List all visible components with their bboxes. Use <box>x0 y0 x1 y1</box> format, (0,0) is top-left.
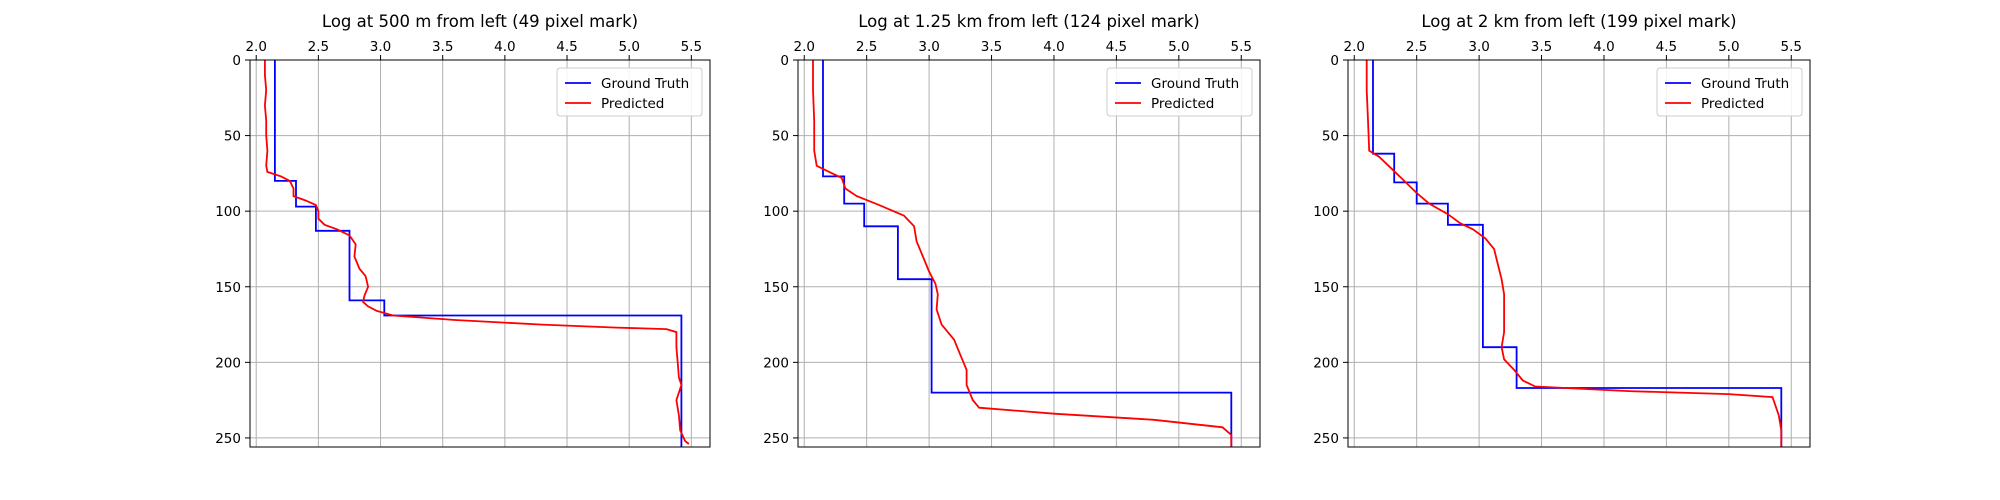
x-tick-label: 4.0 <box>1043 39 1064 55</box>
x-tick-label: 4.5 <box>1656 39 1677 55</box>
chart-panel-1: Log at 500 m from left (49 pixel mark) 2… <box>215 12 711 448</box>
plot-frame <box>797 59 1261 448</box>
legend: Ground Truth Predicted <box>1106 67 1253 117</box>
y-tick-label: 250 <box>763 431 789 447</box>
y-tick-label: 200 <box>1313 355 1339 371</box>
x-tick-label: 4.0 <box>1593 39 1614 55</box>
legend-entry: Ground Truth <box>1701 76 1789 92</box>
x-tick-label: 5.0 <box>1168 39 1189 55</box>
x-tick-label: 3.5 <box>1531 39 1552 55</box>
y-tick-label: 100 <box>1313 204 1339 220</box>
x-tick-label: 3.0 <box>1468 39 1489 55</box>
plot-frame <box>1347 59 1811 448</box>
series-line-ground-truth <box>822 60 1233 447</box>
legend-entry: Ground Truth <box>1151 76 1239 92</box>
x-tick-label: 5.5 <box>1781 39 1802 55</box>
y-tick-label: 150 <box>763 280 789 296</box>
legend: Ground Truth Predicted <box>1656 67 1803 117</box>
legend-entry: Predicted <box>1701 96 1764 112</box>
x-tick-label: 2.0 <box>794 39 815 55</box>
y-tick-label: 150 <box>1313 280 1339 296</box>
series-line-predicted <box>263 60 690 445</box>
x-tick-label: 4.5 <box>1106 39 1127 55</box>
legend-entry: Ground Truth <box>601 76 689 92</box>
x-tick-label: 5.5 <box>681 39 702 55</box>
series-line-ground-truth <box>274 60 683 447</box>
chart-panel-2: Log at 1.25 km from left (124 pixel mark… <box>763 12 1261 448</box>
chart-title: Log at 1.25 km from left (124 pixel mark… <box>858 12 1199 31</box>
y-tick-label: 100 <box>763 204 789 220</box>
x-tick-label: 3.0 <box>370 39 391 55</box>
y-tick-label: 0 <box>232 53 241 69</box>
plot-frame <box>249 59 711 448</box>
y-tick-label: 150 <box>215 280 241 296</box>
y-tick-label: 50 <box>772 129 789 145</box>
series-line-predicted <box>812 60 1233 447</box>
x-tick-label: 5.5 <box>1231 39 1252 55</box>
y-tick-label: 250 <box>1313 431 1339 447</box>
x-tick-label: 3.0 <box>918 39 939 55</box>
x-tick-label: 5.0 <box>618 39 639 55</box>
y-tick-label: 50 <box>1322 129 1339 145</box>
y-tick-label: 50 <box>224 129 241 145</box>
x-tick-label: 2.0 <box>1344 39 1365 55</box>
legend-entry: Predicted <box>1151 96 1214 112</box>
y-tick-label: 200 <box>763 355 789 371</box>
series-line-predicted <box>1365 60 1783 447</box>
y-tick-label: 0 <box>1330 53 1339 69</box>
legend: Ground Truth Predicted <box>556 67 703 117</box>
legend-entry: Predicted <box>601 96 664 112</box>
x-tick-label: 3.5 <box>981 39 1002 55</box>
y-tick-label: 250 <box>215 431 241 447</box>
chart-title: Log at 2 km from left (199 pixel mark) <box>1421 12 1736 31</box>
y-tick-label: 0 <box>780 53 789 69</box>
x-tick-label: 2.5 <box>308 39 329 55</box>
x-tick-label: 4.0 <box>494 39 515 55</box>
legend-box <box>556 67 703 117</box>
legend-box <box>1656 67 1803 117</box>
x-tick-label: 4.5 <box>556 39 577 55</box>
x-tick-label: 2.5 <box>1406 39 1427 55</box>
y-tick-label: 200 <box>215 355 241 371</box>
x-tick-label: 3.5 <box>432 39 453 55</box>
x-tick-label: 2.0 <box>245 39 266 55</box>
chart-title: Log at 500 m from left (49 pixel mark) <box>322 12 638 31</box>
x-tick-label: 2.5 <box>856 39 877 55</box>
y-tick-label: 100 <box>215 204 241 220</box>
x-tick-label: 5.0 <box>1718 39 1739 55</box>
legend-box <box>1106 67 1253 117</box>
chart-panel-3: Log at 2 km from left (199 pixel mark) 2… <box>1313 12 1811 448</box>
